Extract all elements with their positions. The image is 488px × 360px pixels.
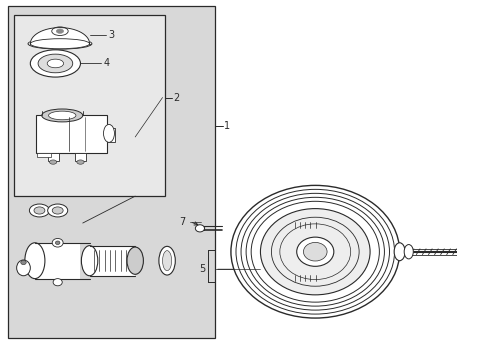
Bar [292,221,317,229]
Ellipse shape [47,204,67,217]
Ellipse shape [38,54,73,73]
Bar [7,6,215,338]
Bar [37,153,51,157]
Circle shape [20,260,26,265]
Ellipse shape [48,111,76,120]
Bar [36,116,106,153]
Text: 7: 7 [179,216,185,226]
Ellipse shape [29,204,49,217]
Ellipse shape [52,27,68,36]
Text: 3: 3 [108,30,114,40]
Text: 2: 2 [173,93,179,103]
Ellipse shape [30,39,89,49]
Ellipse shape [77,160,84,164]
Text: 1: 1 [224,121,230,131]
Ellipse shape [56,29,63,33]
Circle shape [465,262,471,266]
Ellipse shape [52,238,63,247]
Bar [47,153,59,161]
Bar [51,61,60,66]
Ellipse shape [17,260,30,276]
Ellipse shape [34,207,45,214]
Bar [35,243,81,279]
Bar [292,274,317,282]
Ellipse shape [103,125,114,142]
Ellipse shape [393,243,404,261]
Polygon shape [30,28,89,44]
Bar [14,15,164,196]
Text: 4: 4 [103,58,109,68]
Bar [475,241,488,262]
Ellipse shape [28,39,92,49]
Ellipse shape [53,279,62,286]
Ellipse shape [162,251,171,271]
Text: 5: 5 [199,264,205,274]
Circle shape [195,225,204,232]
Circle shape [465,237,471,241]
Text: 6: 6 [487,284,488,294]
Ellipse shape [404,244,412,259]
Bar [89,246,135,276]
Circle shape [303,242,326,261]
Ellipse shape [81,246,98,276]
Circle shape [260,208,369,295]
Ellipse shape [52,207,63,214]
Ellipse shape [47,59,63,68]
Circle shape [55,241,60,244]
Circle shape [296,237,333,266]
Ellipse shape [127,247,143,274]
Ellipse shape [49,160,57,164]
Bar [106,128,115,142]
Ellipse shape [25,243,45,279]
Bar [75,153,86,161]
Circle shape [230,185,399,318]
Ellipse shape [30,50,81,77]
Ellipse shape [159,246,175,275]
Bar [471,234,488,270]
Ellipse shape [41,109,82,122]
